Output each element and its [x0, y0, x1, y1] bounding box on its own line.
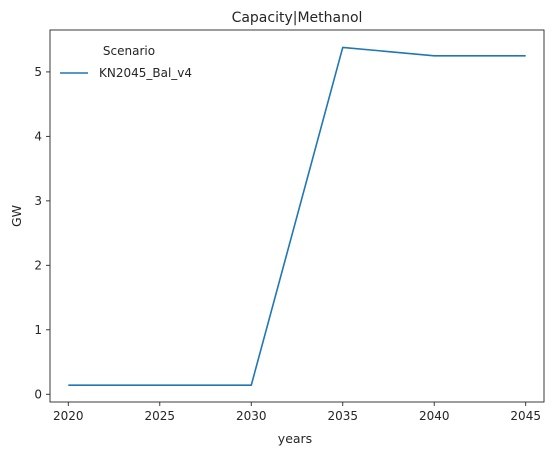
- y-axis-label: GW: [9, 205, 24, 227]
- legend: Scenario KN2045_Bal_v4: [60, 44, 192, 80]
- x-axis-label: years: [278, 431, 312, 446]
- y-tick-label: 1: [34, 323, 42, 337]
- x-tick-label: 2035: [327, 409, 358, 423]
- plot-area: [49, 29, 545, 403]
- y-axis: 0 1 2 3 4 5: [34, 65, 50, 401]
- x-tick-label: 2045: [510, 409, 541, 423]
- x-tick-label: 2030: [236, 409, 267, 423]
- x-tick-label: 2040: [419, 409, 450, 423]
- x-axis: 2020 2025 2030 2035 2040 2045: [53, 402, 541, 423]
- y-tick-label: 2: [34, 258, 42, 272]
- y-tick-label: 5: [34, 65, 42, 79]
- legend-entry-label: KN2045_Bal_v4: [99, 66, 192, 80]
- x-tick-label: 2025: [145, 409, 176, 423]
- chart-title: Capacity|Methanol: [232, 10, 363, 26]
- y-tick-label: 4: [34, 129, 42, 143]
- series-layer: [68, 46, 526, 387]
- series-line: [68, 46, 526, 387]
- y-tick-label: 0: [34, 387, 42, 401]
- legend-title: Scenario: [103, 44, 155, 58]
- y-tick-label: 3: [34, 194, 42, 208]
- axes-frame: [49, 29, 545, 403]
- x-tick-label: 2020: [53, 409, 84, 423]
